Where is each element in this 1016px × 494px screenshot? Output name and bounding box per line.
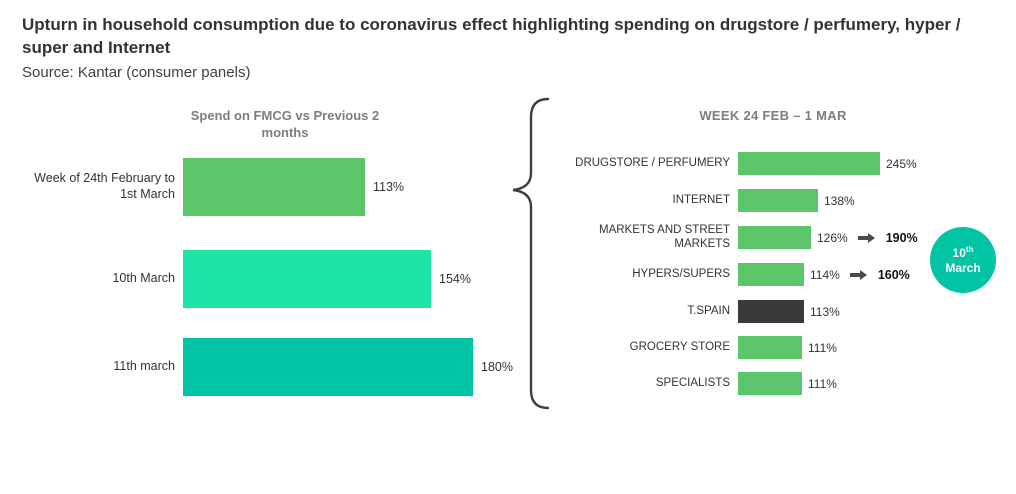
value-label: 113% [373, 180, 405, 194]
right-chart-title: WEEK 24 FEB – 1 MAR [699, 108, 847, 123]
right-chart-row: MARKETS AND STREET MARKETS 126% 190% [560, 224, 918, 250]
category-label: INTERNET [672, 193, 731, 206]
right-arrow-icon [857, 232, 876, 244]
page-title: Upturn in household consumption due to c… [22, 15, 961, 57]
value-label: 126% [817, 230, 848, 245]
right-chart-row: GROCERY STORE 111% [560, 336, 837, 359]
category-label: DRUGSTORE / PERFUMERY [575, 156, 730, 169]
bar-internet [738, 189, 818, 212]
bar-10th-march [183, 250, 431, 308]
bar-11th-march [183, 338, 473, 396]
left-chart-row: 11th march 180% [20, 338, 513, 396]
category-label: HYPERS/SUPERS [632, 267, 730, 280]
annotation-value: 160% [877, 267, 910, 282]
bar-markets-street-markets [738, 226, 811, 249]
right-chart-row: INTERNET 138% [560, 189, 855, 212]
value-label: 113% [810, 304, 840, 319]
category-label: Week of 24th February to 1st March [34, 171, 175, 201]
badge-line-1: 10th [952, 245, 974, 261]
value-label: 138% [824, 193, 855, 208]
category-label: 11th march [113, 359, 175, 374]
category-label: GROCERY STORE [629, 340, 730, 353]
right-chart-row: T.SPAIN 113% [560, 300, 840, 323]
bar-specialists [738, 372, 802, 395]
value-label: 245% [886, 156, 917, 171]
date-badge: 10th March [930, 227, 996, 293]
annotation-value: 190% [885, 230, 918, 245]
right-chart-row: DRUGSTORE / PERFUMERY 245% [560, 152, 917, 175]
source-caption: Source: Kantar (consumer panels) [22, 64, 251, 81]
category-label: 10th March [112, 271, 175, 286]
category-label: MARKETS AND STREET MARKETS [599, 224, 730, 250]
value-label: 154% [439, 272, 471, 286]
value-label: 111% [808, 340, 837, 355]
bar-t-spain [738, 300, 804, 323]
bar-hypers-supers [738, 263, 804, 286]
badge-line-2: March [945, 260, 981, 275]
left-chart-row: Week of 24th February to 1st March 113% [20, 158, 404, 216]
left-chart-row: 10th March 154% [20, 250, 471, 308]
right-arrow-icon [849, 269, 868, 281]
category-label: T.SPAIN [687, 304, 730, 317]
value-label: 111% [808, 376, 837, 391]
bar-grocery-store [738, 336, 802, 359]
bar-drugstore-perfumery [738, 152, 880, 175]
right-chart-row: SPECIALISTS 111% [560, 372, 837, 395]
left-chart-title: Spend on FMCG vs Previous 2 months [190, 108, 380, 140]
bar-week-24feb [183, 158, 365, 216]
value-label: 114% [810, 267, 840, 282]
value-label: 180% [481, 360, 513, 374]
right-chart-row: HYPERS/SUPERS 114% 160% [560, 263, 910, 286]
category-label: SPECIALISTS [655, 376, 730, 389]
brace-connector [512, 97, 550, 410]
